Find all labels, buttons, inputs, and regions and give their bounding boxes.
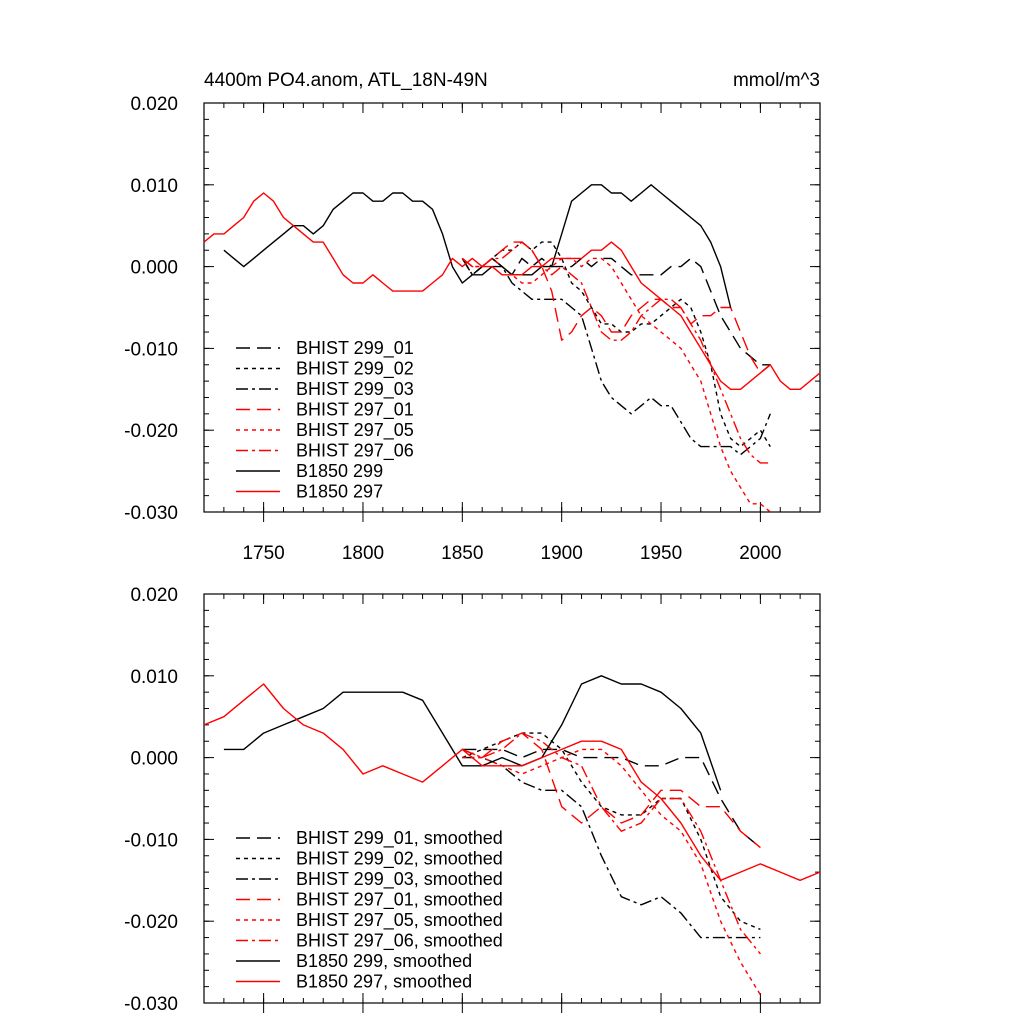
series-line — [223, 184, 732, 308]
x-tick-label: 1850 — [441, 543, 483, 564]
plot-frame — [203, 102, 821, 513]
units-label: mmol/m^3 — [733, 70, 820, 91]
legend-entry: B1850 299, smoothed — [296, 951, 472, 971]
y-tick-label: -0.020 — [124, 421, 178, 442]
chart-title: 4400m PO4.anom, ATL_18N-49N — [204, 70, 488, 91]
series-line — [462, 748, 761, 849]
legend-entry: BHIST 299_01, smoothed — [296, 828, 503, 849]
y-tick-label: -0.020 — [124, 912, 178, 933]
series-line — [203, 192, 821, 390]
y-tick-label: -0.030 — [124, 994, 178, 1015]
y-tick-label: -0.010 — [124, 339, 178, 360]
y-tick-label: 0.010 — [130, 176, 178, 197]
y-tick-label: 0.020 — [130, 585, 178, 606]
bottom-panel: 0.020 0.010 0.000 -0.010 -0.020 -0.030 BHIST 2… — [124, 585, 821, 1015]
x-tick-label: 1900 — [541, 543, 583, 564]
top-panel: 0.020 0.010 0.000 -0.010 -0.020 -0.030 1750 180… — [124, 94, 821, 564]
y-tick-label: -0.010 — [124, 830, 178, 851]
series-line — [203, 683, 821, 881]
legend-entry: BHIST 297_05 — [296, 420, 414, 441]
series-line — [462, 748, 761, 996]
legend-entry: BHIST 297_06 — [296, 441, 414, 462]
y-tick-label: 0.000 — [130, 258, 178, 279]
series-line — [462, 732, 761, 955]
legend-entry: BHIST 299_02 — [296, 359, 414, 380]
series-line — [462, 756, 761, 939]
series-line — [461, 257, 771, 513]
y-tick-label: 0.020 — [130, 94, 178, 115]
y-tick-label: -0.030 — [124, 503, 178, 524]
x-tick-label: 2000 — [739, 543, 781, 564]
legend-entry: BHIST 299_01 — [296, 338, 414, 359]
plot-frame — [203, 593, 821, 1004]
legend-entry: B1850 297, smoothed — [296, 972, 472, 992]
legend-entry: BHIST 297_01 — [296, 400, 414, 421]
series-line — [461, 257, 771, 366]
legend-entry: BHIST 297_01, smoothed — [296, 890, 503, 911]
legend-entry: BHIST 297_05, smoothed — [296, 910, 503, 931]
x-tick-label: 1950 — [640, 543, 682, 564]
legend-entry: BHIST 299_03 — [296, 379, 414, 400]
legend-entry: BHIST 299_03, smoothed — [296, 869, 503, 890]
legend-entry: BHIST 297_06, smoothed — [296, 931, 503, 952]
legend-entry: B1850 299 — [296, 461, 383, 481]
series-line — [461, 257, 771, 456]
series-line — [461, 241, 771, 464]
legend-entry: B1850 297 — [296, 482, 383, 502]
x-tick-label: 1800 — [342, 543, 384, 564]
series-line — [461, 241, 771, 374]
x-tick-label: 1750 — [242, 543, 284, 564]
legend-entry: BHIST 299_02, smoothed — [296, 849, 503, 870]
series-line — [223, 675, 722, 791]
series-line — [462, 732, 761, 931]
y-tick-label: 0.010 — [130, 667, 178, 688]
series-line — [462, 732, 761, 849]
y-tick-label: 0.000 — [130, 749, 178, 770]
